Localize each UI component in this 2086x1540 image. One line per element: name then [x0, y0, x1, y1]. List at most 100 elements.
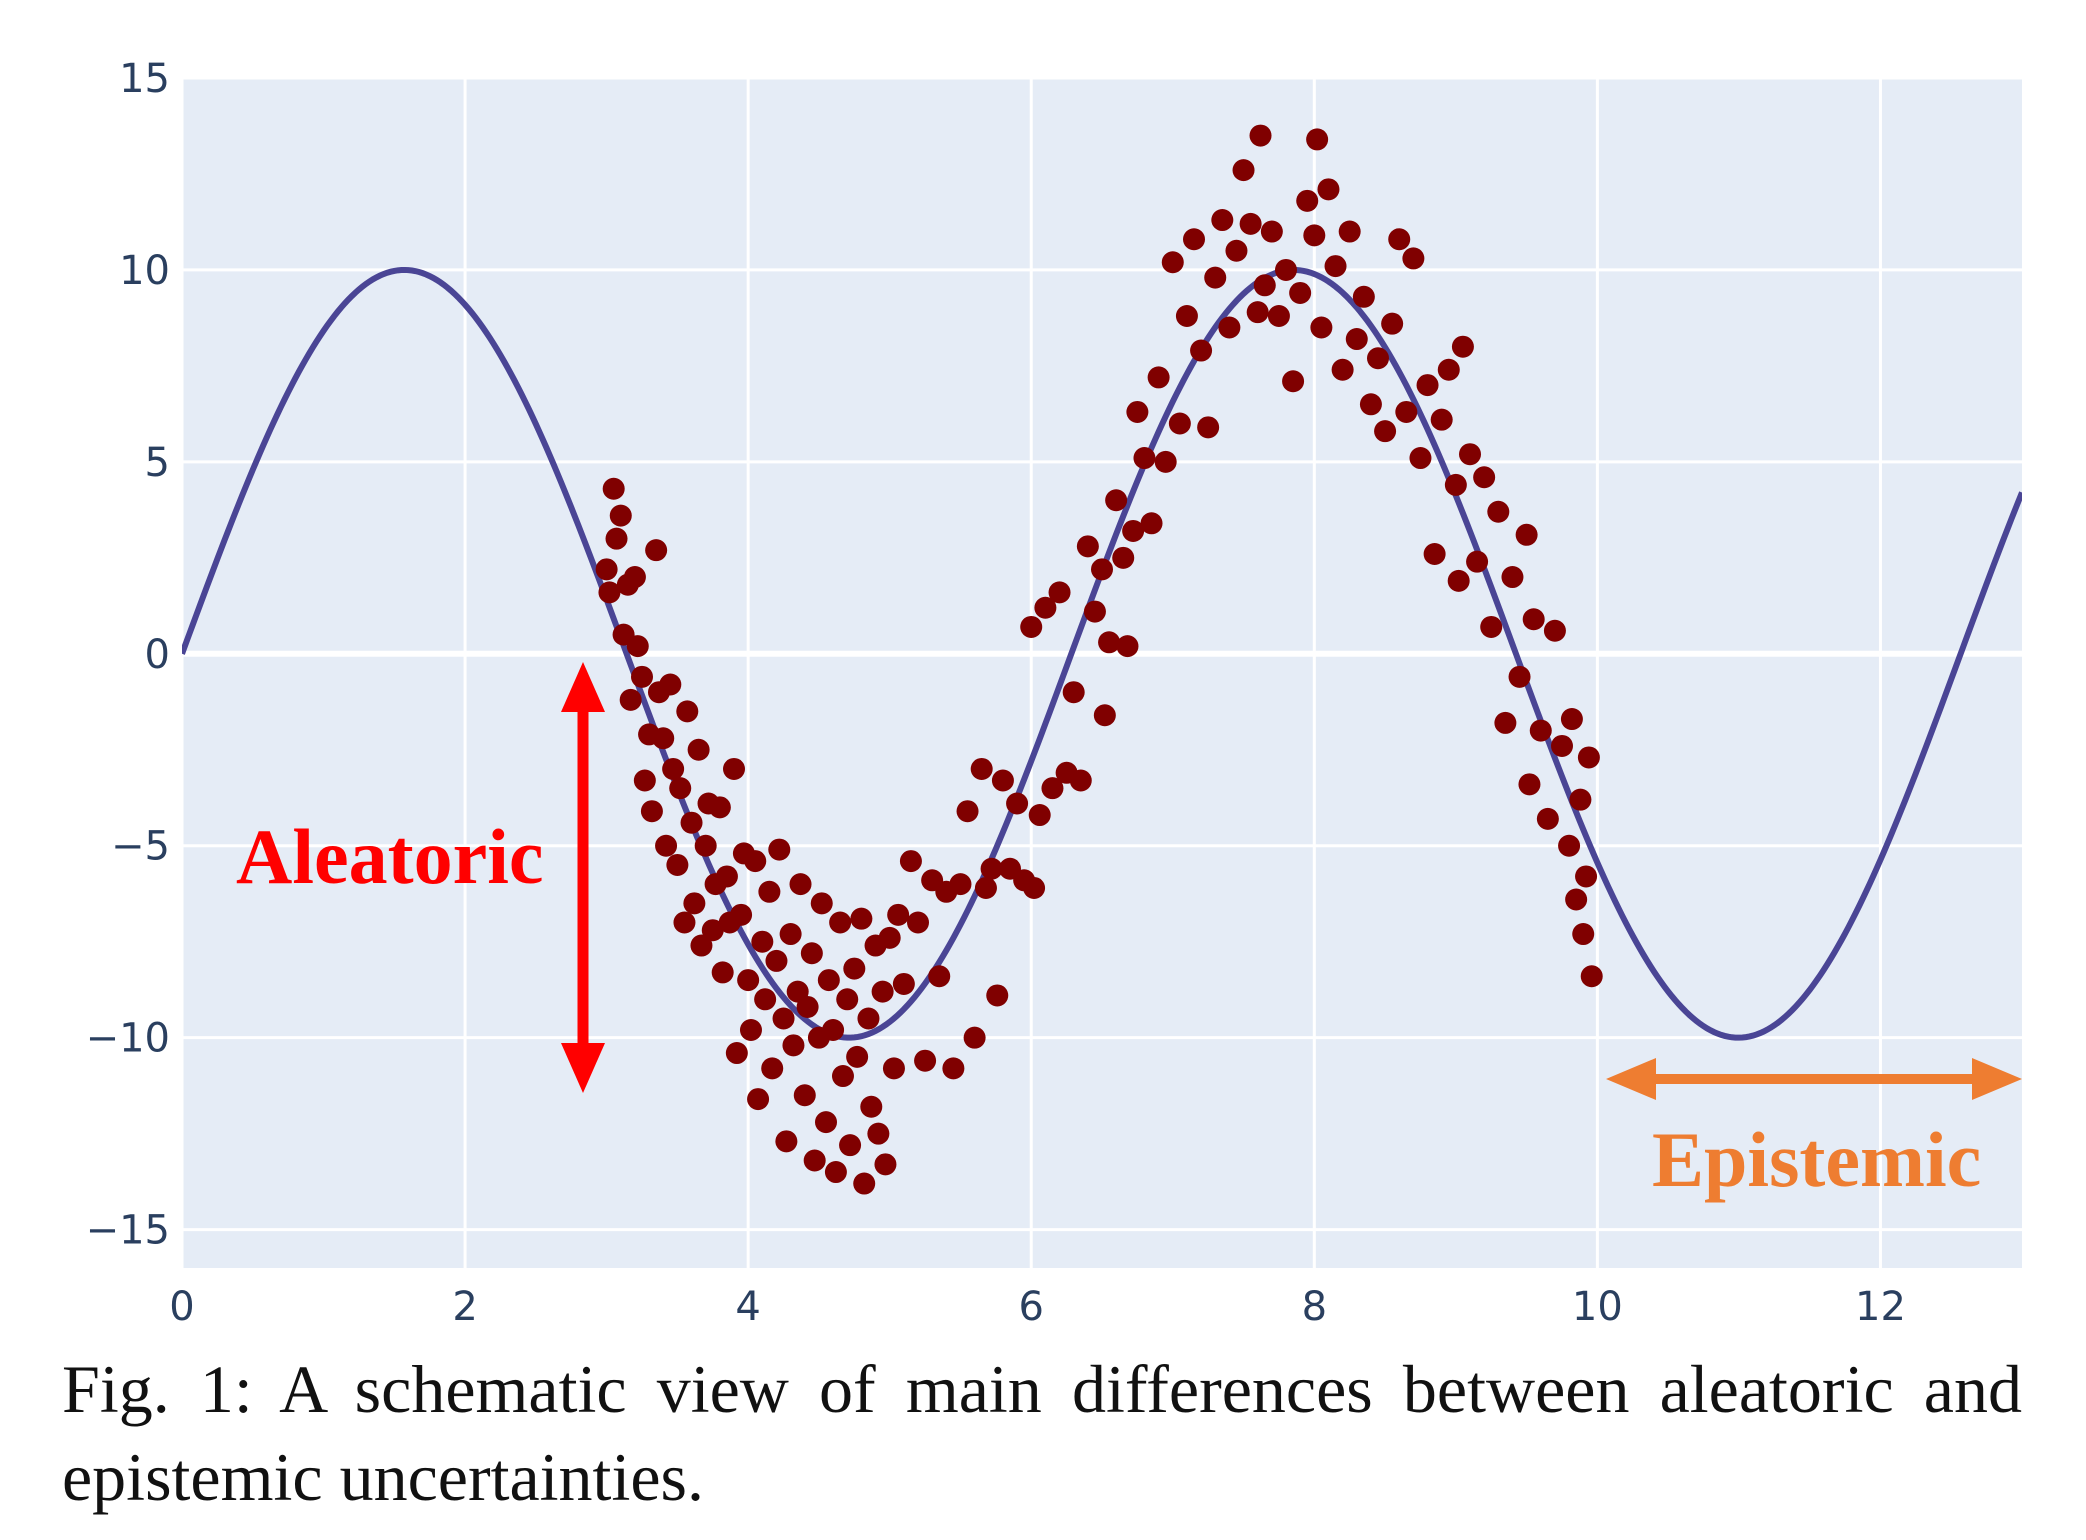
scatter-point [1239, 212, 1262, 235]
scatter-point [963, 1026, 986, 1049]
scatter-point [669, 777, 692, 800]
scatter-point [1062, 681, 1085, 704]
scatter-point [1147, 366, 1170, 389]
scatter-point [609, 504, 632, 527]
scatter-point [640, 800, 663, 823]
y-tick-label: 15 [119, 56, 170, 102]
scatter-point [631, 665, 653, 688]
y-tick-label: 10 [119, 248, 170, 294]
scatter-point [803, 1149, 826, 1172]
scatter-point [1023, 876, 1046, 899]
y-tick-label: −15 [86, 1208, 170, 1254]
scatter-point [1444, 473, 1467, 496]
scatter-point [1529, 719, 1552, 742]
scatter-point [598, 581, 621, 604]
aleatoric-arrow [561, 662, 605, 1093]
scatter-point [867, 1122, 890, 1145]
scatter-point [1253, 274, 1276, 297]
scatter-point [887, 903, 910, 926]
scatter-point [782, 1034, 805, 1057]
scatter-point [1275, 258, 1297, 281]
scatter-point [1577, 746, 1600, 769]
scatter-point [1430, 408, 1453, 431]
scatter-point [817, 969, 840, 992]
y-tick-label: 5 [145, 440, 170, 486]
scatter-point [1558, 834, 1581, 857]
scatter-point [687, 738, 710, 761]
scatter-point [914, 1049, 937, 1072]
scatter-point [645, 539, 668, 562]
scatter-point [676, 700, 699, 723]
scatter-point [1306, 128, 1329, 151]
scatter-point [871, 980, 894, 1003]
x-tick-label: 10 [1572, 1284, 1623, 1330]
scatter-point [1006, 792, 1029, 815]
scatter-point [1093, 704, 1116, 727]
scatter-point [1423, 543, 1446, 565]
scatter-point [1034, 596, 1057, 619]
scatter-point [761, 1057, 784, 1080]
scatter-point [715, 865, 738, 888]
scatter-point [1459, 443, 1481, 466]
scatter-point [1560, 708, 1583, 731]
scatter-point [1041, 777, 1064, 800]
scatter-point [956, 800, 979, 823]
scatter-point [1331, 358, 1354, 381]
scatter-point [1515, 523, 1538, 546]
scatter-point [747, 1088, 770, 1111]
scatter-point [850, 907, 873, 930]
scatter-point [1091, 558, 1113, 581]
scatter-point [986, 984, 1009, 1007]
scatter-point [701, 919, 724, 942]
figure-caption: Fig. 1: A schematic view of main differe… [62, 1351, 2022, 1515]
scatter-point [1536, 807, 1559, 830]
scatter-point [1083, 600, 1106, 623]
scatter-point [860, 1095, 883, 1118]
scatter-point [1367, 347, 1389, 370]
scatter-point [1551, 734, 1573, 757]
scatter-point [1543, 619, 1566, 642]
scatter-point [765, 949, 788, 972]
epistemic-label: Epistemic [1652, 1116, 1981, 1203]
scatter-point [725, 1042, 748, 1065]
scatter-point [829, 911, 852, 934]
scatter-point [623, 566, 646, 589]
scatter-point [694, 834, 717, 857]
scatter-point [652, 727, 675, 750]
scatter-point [768, 838, 791, 861]
x-tick-label: 2 [452, 1284, 477, 1330]
scatter-point [1572, 923, 1595, 946]
x-tick-label: 4 [735, 1284, 760, 1330]
scatter-point [1112, 546, 1135, 569]
scatter-point [1402, 247, 1425, 270]
scatter-point [680, 811, 703, 834]
scatter-point [1069, 769, 1092, 792]
scatter-point [1575, 865, 1598, 888]
scatter-point [1388, 228, 1411, 251]
scatter-point [602, 477, 625, 500]
scatter-point [1310, 316, 1333, 339]
scatter-point [1580, 965, 1603, 988]
scatter-point [730, 903, 753, 926]
scatter-point [1416, 374, 1439, 397]
scatter-point [839, 1134, 862, 1157]
scatter-point [942, 1057, 965, 1080]
y-tick-label: 0 [145, 632, 170, 678]
y-tick-label: −10 [86, 1016, 170, 1062]
scatter-point [815, 1111, 837, 1134]
scatter-point [949, 873, 972, 896]
scatter-point [822, 1019, 845, 1041]
scatter-point [831, 1065, 854, 1088]
scatter-point [683, 892, 706, 915]
scatter-point [1501, 566, 1524, 589]
scatter-point [824, 1161, 847, 1184]
scatter-point [1303, 224, 1326, 247]
scatter-point [711, 961, 734, 984]
y-tick-label: −5 [111, 824, 170, 870]
scatter-points [595, 124, 1603, 1195]
scatter-point [690, 934, 713, 957]
scatter-point [779, 923, 802, 946]
plot-background [182, 78, 2022, 1268]
scatter-point [739, 1019, 762, 1041]
scatter-point [626, 635, 649, 658]
